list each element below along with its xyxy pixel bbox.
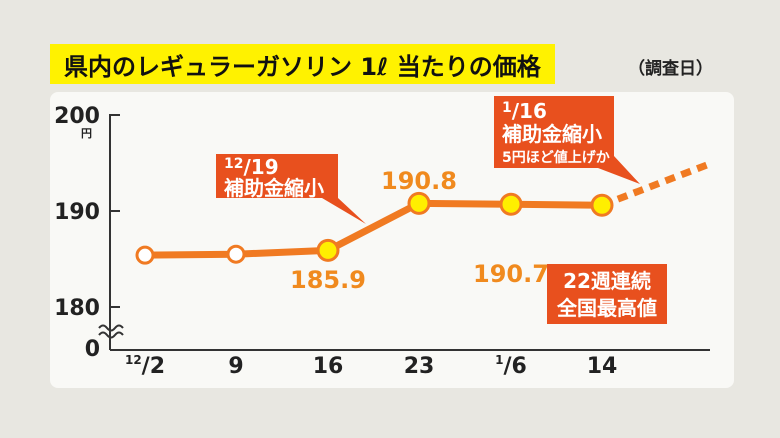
- series-line: [144, 199, 603, 259]
- x-tick-label: 9: [228, 354, 243, 379]
- callout-2-box: [494, 96, 640, 184]
- x-tick-label: 14: [587, 354, 618, 379]
- axis-break-mark: [98, 331, 124, 339]
- y-tick-label: 200: [54, 104, 100, 129]
- x-tick-label: 23: [404, 354, 435, 379]
- callout-1-date: 12/19: [224, 155, 279, 179]
- data-point: [316, 238, 340, 262]
- callout-1-box: [216, 154, 366, 224]
- callout-1-text: 補助金縮小: [223, 176, 324, 200]
- x-tick-label: 12/2: [125, 353, 165, 379]
- chart-title: 県内のレギュラーガソリン 1ℓ 当たりの価格: [50, 44, 555, 84]
- data-label: 185.9: [290, 266, 366, 294]
- x-tick-label: 1/6: [495, 353, 527, 379]
- data-point: [407, 191, 431, 215]
- callout-3-line-1: 22週連続: [563, 269, 651, 293]
- callout-2-text: 補助金縮小: [501, 122, 602, 146]
- data-label: 190.8: [381, 167, 457, 195]
- survey-date-note: （調査日）: [628, 59, 713, 79]
- data-label: 190.7: [473, 260, 549, 288]
- x-tick-label: 16: [313, 354, 344, 379]
- callout-2-sub: 5円ほど値上げか: [502, 149, 610, 166]
- y-tick-label: 190: [54, 200, 100, 225]
- chart-panel: 200 円 190 180 0 12/2 9 16 23 1/6 14 185.9 190.8 190.7…: [50, 92, 734, 388]
- y-unit-label: 円: [81, 127, 92, 140]
- projection-dashed-line: [600, 159, 714, 209]
- callout-3-line-2: 全国最高値: [556, 296, 657, 320]
- data-point: [590, 193, 614, 217]
- data-point: [499, 192, 523, 216]
- y-zero-label: 0: [85, 337, 100, 362]
- y-tick-label: 180: [54, 296, 100, 321]
- callout-3-box: [547, 264, 667, 324]
- data-point: [226, 244, 246, 264]
- data-point: [135, 245, 155, 265]
- axis-break-mark: [98, 324, 124, 332]
- callout-2-date: 1/16: [502, 99, 547, 123]
